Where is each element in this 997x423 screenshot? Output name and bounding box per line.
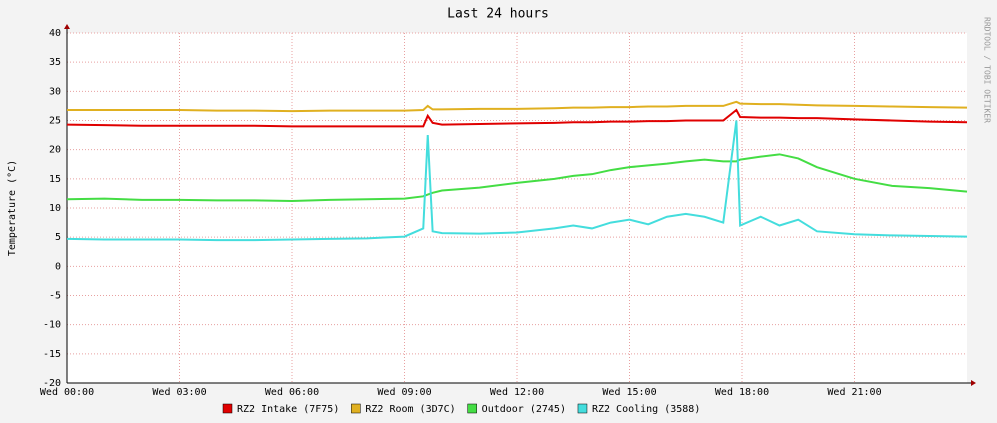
x-tick-label: Wed 00:00 — [40, 387, 94, 398]
series-line — [66, 108, 968, 128]
legend-label: RZ2 Room (3D7C) — [365, 404, 455, 415]
x-tick-label: Wed 12:00 — [490, 387, 544, 398]
y-tick-label: -20 — [43, 378, 61, 389]
axis-arrow — [64, 24, 70, 29]
axis-arrow — [971, 380, 976, 386]
x-tick-label: Wed 18:00 — [715, 387, 769, 398]
y-tick-label: 30 — [49, 86, 61, 97]
y-axis-label: Temperature (°C) — [7, 160, 18, 256]
legend-swatch — [577, 403, 588, 414]
series-line — [66, 153, 968, 203]
x-tick-label: Wed 15:00 — [602, 387, 656, 398]
y-tick-label: 25 — [49, 116, 61, 127]
legend-label: RZ2 Cooling (3588) — [592, 404, 700, 415]
y-tick-label: -10 — [43, 320, 61, 331]
y-tick-label: -5 — [49, 291, 61, 302]
y-tick-label: 5 — [55, 232, 61, 243]
y-tick-label: 20 — [49, 145, 61, 156]
series-line — [66, 120, 968, 242]
legend-label: Outdoor (2745) — [482, 404, 566, 415]
legend-label: RZ2 Intake (7F75) — [237, 404, 339, 415]
y-tick-label: 35 — [49, 57, 61, 68]
y-tick-label: 0 — [55, 261, 61, 272]
y-tick-label: 40 — [49, 28, 61, 39]
y-tick-label: 10 — [49, 203, 61, 214]
chart-title: Last 24 hours — [447, 7, 549, 22]
legend-swatch — [222, 403, 233, 414]
y-tick-label: -15 — [43, 349, 61, 360]
x-tick-label: Wed 21:00 — [827, 387, 881, 398]
x-tick-label: Wed 06:00 — [265, 387, 319, 398]
x-tick-label: Wed 09:00 — [377, 387, 431, 398]
series-line — [67, 100, 968, 113]
x-tick-label: Wed 03:00 — [152, 387, 206, 398]
legend-swatch — [467, 403, 477, 414]
legend-swatch — [351, 403, 361, 414]
y-tick-label: 15 — [49, 174, 61, 185]
watermark: RRDTOOL / TOBI OETIKER — [983, 17, 992, 123]
